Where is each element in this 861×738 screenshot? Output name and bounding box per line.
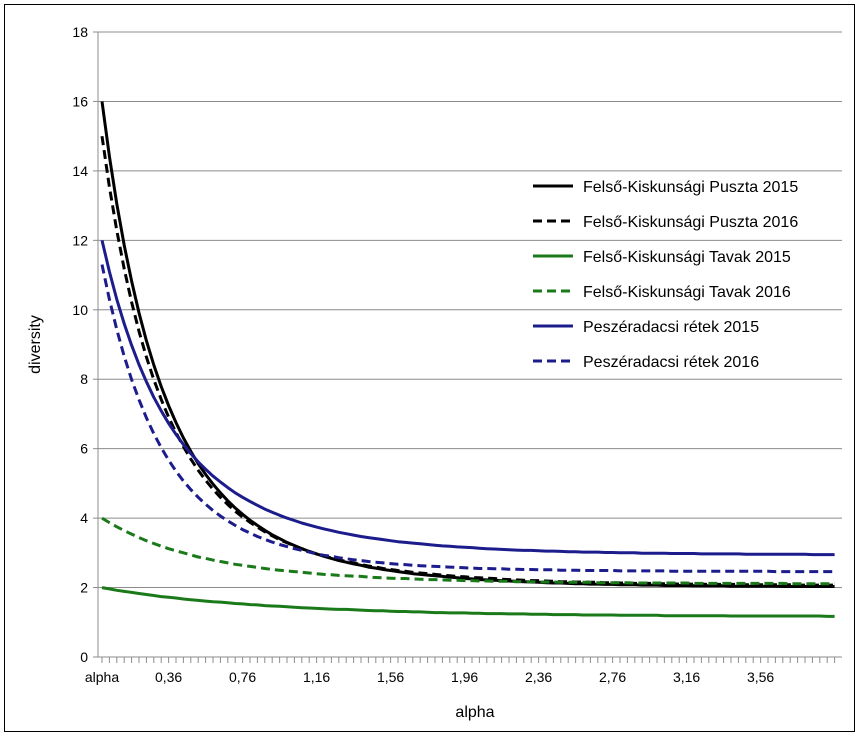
x-tick-label: 0,76 <box>229 669 256 685</box>
y-tick-label: 18 <box>72 24 88 40</box>
y-axis-title: diversity <box>27 315 44 374</box>
chart-frame: 0 2 4 6 8 10 12 14 16 18 alpha 0,36 0,76 1,16 1,56 1,96… <box>4 4 855 732</box>
y-tick-label: 0 <box>80 649 88 665</box>
x-tick-label: 1,16 <box>303 669 330 685</box>
x-tick-label: 3,16 <box>673 669 700 685</box>
legend-label-3: Felső-Kiskunsági Tavak 2015 <box>583 249 791 266</box>
tick-labels: 0 2 4 6 8 10 12 14 16 18 alpha 0,36 0,76 1,16 1,56 1,96… <box>72 24 774 685</box>
series-line-6 <box>100 264 835 574</box>
x-tick-label: alpha <box>85 669 119 685</box>
x-tick-label: 1,56 <box>377 669 404 685</box>
y-tick-label: 8 <box>80 371 88 387</box>
series-line-1 <box>100 101 835 588</box>
y-tick-label: 4 <box>80 510 88 526</box>
series-lines <box>100 101 835 618</box>
legend-label-2: Felső-Kiskunsági Puszta 2016 <box>583 214 798 231</box>
series-line-3 <box>101 586 835 618</box>
x-tick-label: 3,56 <box>747 669 774 685</box>
legend-label-5: Peszéradacsi rétek 2015 <box>583 319 759 336</box>
y-tick-label: 2 <box>80 580 88 596</box>
line-chart: 0 2 4 6 8 10 12 14 16 18 alpha 0,36 0,76 1,16 1,56 1,96… <box>27 24 842 721</box>
x-axis-title: alpha <box>455 704 494 721</box>
x-tick-label: 2,76 <box>599 669 626 685</box>
axes <box>93 31 842 663</box>
x-tick-label: 1,96 <box>451 669 478 685</box>
y-tick-label: 16 <box>72 93 88 109</box>
x-tick-label: 2,36 <box>525 669 552 685</box>
x-tick-label: 0,36 <box>155 669 182 685</box>
legend: Felső-Kiskunsági Puszta 2015 Felső-Kiskun… <box>533 179 798 371</box>
y-tick-label: 12 <box>72 232 88 248</box>
y-tick-label: 6 <box>80 441 88 457</box>
series-line-5 <box>100 239 835 557</box>
legend-label-6: Peszéradacsi rétek 2016 <box>583 354 759 371</box>
y-tick-label: 10 <box>72 302 88 318</box>
series-line-4 <box>101 516 835 586</box>
y-tick-label: 14 <box>72 163 88 179</box>
grid <box>98 31 842 589</box>
legend-label-1: Felső-Kiskunsági Puszta 2015 <box>583 179 798 196</box>
legend-label-4: Felső-Kiskunsági Tavak 2016 <box>583 284 791 301</box>
